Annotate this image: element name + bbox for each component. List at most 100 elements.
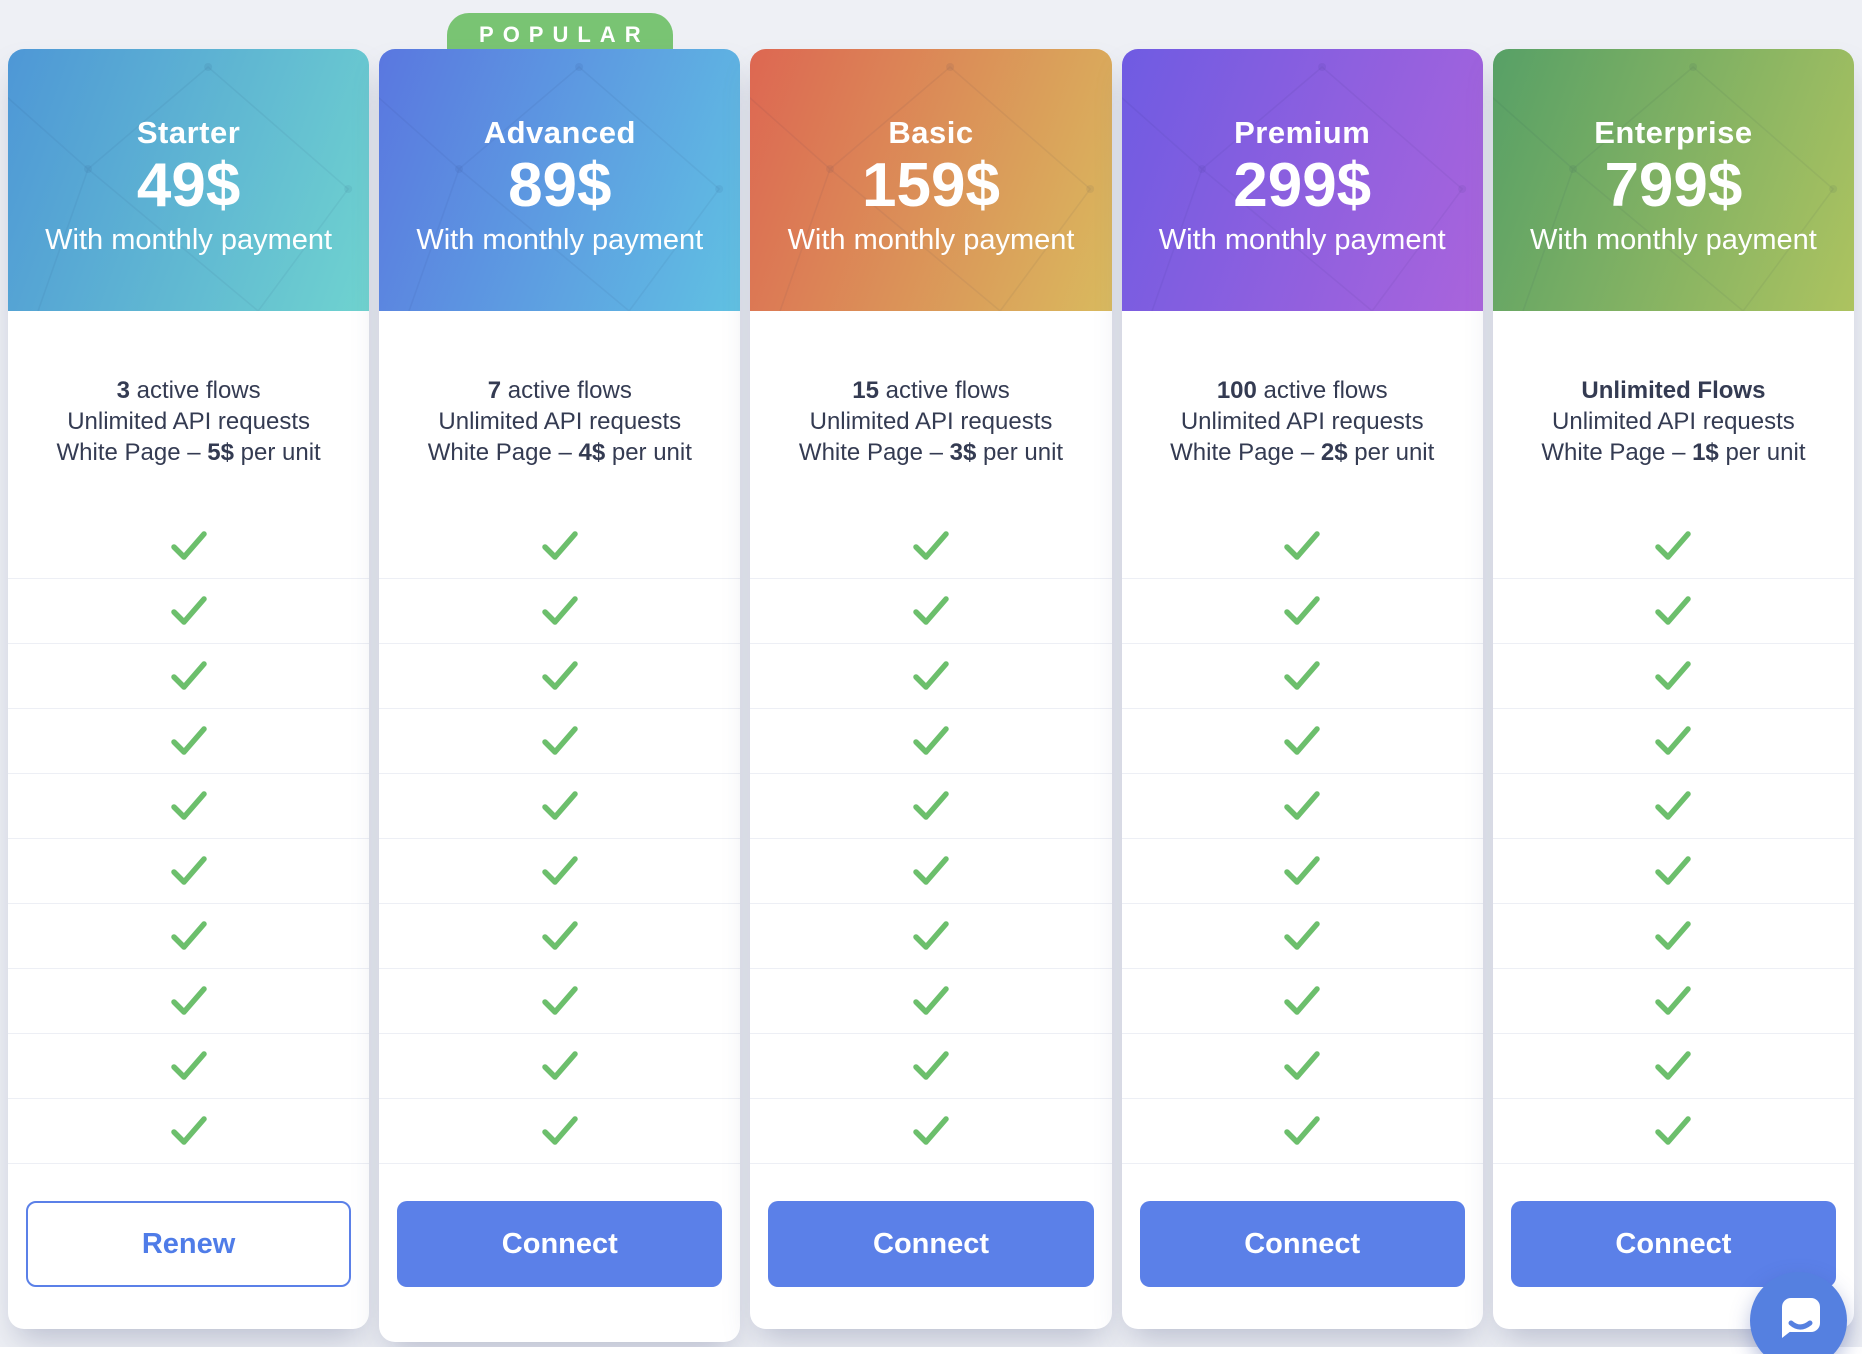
billing-note: With monthly payment bbox=[1158, 224, 1446, 257]
white-page-prefix: White Page – bbox=[427, 439, 579, 466]
feature-row bbox=[1492, 644, 1855, 709]
feature-row bbox=[8, 1034, 370, 1099]
check-icon bbox=[542, 596, 578, 625]
billing-note: With monthly payment bbox=[416, 224, 704, 257]
feature-row bbox=[8, 969, 370, 1034]
white-page-line: White Page – 1$ per unit bbox=[1493, 437, 1854, 468]
check-icon bbox=[170, 1116, 207, 1145]
feature-check-rows bbox=[8, 514, 370, 1164]
active-flows-count: Unlimited Flows bbox=[1581, 377, 1766, 404]
active-flows-count: 3 bbox=[116, 377, 130, 404]
active-flows-line: 100 active flows bbox=[1122, 375, 1483, 406]
check-icon bbox=[1655, 596, 1692, 625]
active-flows-line: Unlimited Flows bbox=[1493, 375, 1854, 406]
active-flows-label: active flows bbox=[501, 377, 632, 404]
pricing-card-basic: Basic 159$ With monthly payment 15 activ… bbox=[750, 49, 1112, 1329]
check-icon bbox=[170, 1051, 207, 1080]
feature-row bbox=[379, 774, 741, 839]
chat-widget-button[interactable] bbox=[1750, 1272, 1847, 1354]
white-page-price: 5$ bbox=[207, 439, 234, 466]
card-footer: Connect bbox=[1493, 1201, 1854, 1329]
pricing-card-starter: Starter 49$ With monthly payment 3 activ… bbox=[8, 49, 370, 1329]
feature-row bbox=[1121, 709, 1483, 774]
connect-button[interactable]: Connect bbox=[397, 1201, 723, 1287]
feature-row bbox=[8, 839, 370, 904]
feature-row bbox=[1121, 644, 1483, 709]
active-flows-line: 7 active flows bbox=[379, 375, 740, 406]
check-icon bbox=[542, 661, 578, 690]
card-surface: Starter 49$ With monthly payment 3 activ… bbox=[8, 49, 370, 1329]
pricing-card-premium: Premium 299$ With monthly payment 100 ac… bbox=[1121, 49, 1483, 1329]
billing-note: With monthly payment bbox=[1529, 224, 1817, 257]
feature-row bbox=[750, 1034, 1112, 1099]
plan-features: 7 active flows Unlimited API requests Wh… bbox=[379, 375, 740, 468]
feature-check-rows bbox=[379, 514, 741, 1164]
feature-row bbox=[750, 774, 1112, 839]
feature-row bbox=[750, 709, 1112, 774]
check-icon bbox=[1284, 1116, 1320, 1145]
renew-button[interactable]: Renew bbox=[26, 1201, 352, 1287]
check-icon bbox=[542, 1116, 578, 1145]
feature-row bbox=[379, 1034, 741, 1099]
white-page-price: 2$ bbox=[1320, 439, 1348, 466]
feature-row bbox=[1121, 514, 1483, 579]
plan-features: 3 active flows Unlimited API requests Wh… bbox=[8, 375, 369, 468]
card-footer: Connect bbox=[750, 1201, 1111, 1329]
check-icon bbox=[913, 1051, 949, 1080]
feature-row bbox=[379, 644, 741, 709]
check-icon bbox=[1655, 856, 1692, 885]
white-page-price: 3$ bbox=[949, 439, 977, 466]
feature-row bbox=[1121, 774, 1483, 839]
plan-features: 15 active flows Unlimited API requests W… bbox=[750, 375, 1111, 468]
card-header: Starter 49$ With monthly payment bbox=[8, 49, 370, 311]
check-icon bbox=[542, 791, 578, 820]
plan-price: 49$ bbox=[136, 150, 241, 220]
billing-note: With monthly payment bbox=[787, 224, 1075, 257]
check-icon bbox=[542, 531, 578, 560]
plan-name: Basic bbox=[888, 114, 974, 150]
check-icon bbox=[1284, 921, 1320, 950]
active-flows-line: 15 active flows bbox=[750, 375, 1111, 406]
white-page-prefix: White Page – bbox=[1170, 439, 1321, 466]
feature-row bbox=[1492, 969, 1855, 1034]
api-requests-line: Unlimited API requests bbox=[809, 408, 1053, 435]
feature-row bbox=[750, 904, 1112, 969]
connect-button[interactable]: Connect bbox=[1510, 1201, 1837, 1287]
check-icon bbox=[170, 661, 207, 690]
card-footer: Renew bbox=[8, 1201, 369, 1329]
card-surface: Enterprise 799$ With monthly payment Unl… bbox=[1492, 49, 1855, 1329]
card-header: Advanced 89$ With monthly payment bbox=[379, 49, 741, 311]
feature-row bbox=[750, 969, 1112, 1034]
check-icon bbox=[1655, 791, 1692, 820]
page-bottom-edge bbox=[0, 1347, 1862, 1354]
white-page-price: 4$ bbox=[578, 439, 606, 466]
plan-name: Starter bbox=[136, 114, 241, 150]
connect-button[interactable]: Connect bbox=[768, 1201, 1094, 1287]
feature-row bbox=[1492, 709, 1855, 774]
active-flows-count: 100 bbox=[1216, 377, 1257, 404]
check-icon bbox=[170, 596, 207, 625]
check-icon bbox=[170, 531, 207, 560]
white-page-suffix: per unit bbox=[976, 439, 1064, 466]
card-footer: Connect bbox=[1122, 1201, 1483, 1329]
feature-row bbox=[1121, 1034, 1483, 1099]
card-surface: Advanced 89$ With monthly payment 7 acti… bbox=[379, 49, 741, 1342]
feature-row bbox=[1492, 1099, 1855, 1164]
check-icon bbox=[913, 1116, 949, 1145]
check-icon bbox=[913, 856, 949, 885]
check-icon bbox=[913, 726, 949, 755]
check-icon bbox=[1655, 661, 1692, 690]
check-icon bbox=[1284, 531, 1320, 560]
white-page-price: 1$ bbox=[1692, 439, 1719, 466]
feature-row bbox=[379, 1099, 741, 1164]
pricing-card-enterprise: Enterprise 799$ With monthly payment Unl… bbox=[1492, 49, 1855, 1329]
feature-check-rows bbox=[1492, 514, 1855, 1164]
connect-button[interactable]: Connect bbox=[1139, 1201, 1465, 1287]
plan-price: 799$ bbox=[1604, 150, 1743, 220]
feature-row bbox=[750, 1099, 1112, 1164]
check-icon bbox=[1284, 791, 1320, 820]
feature-row bbox=[1121, 1099, 1483, 1164]
check-icon bbox=[542, 921, 578, 950]
feature-row bbox=[379, 839, 741, 904]
